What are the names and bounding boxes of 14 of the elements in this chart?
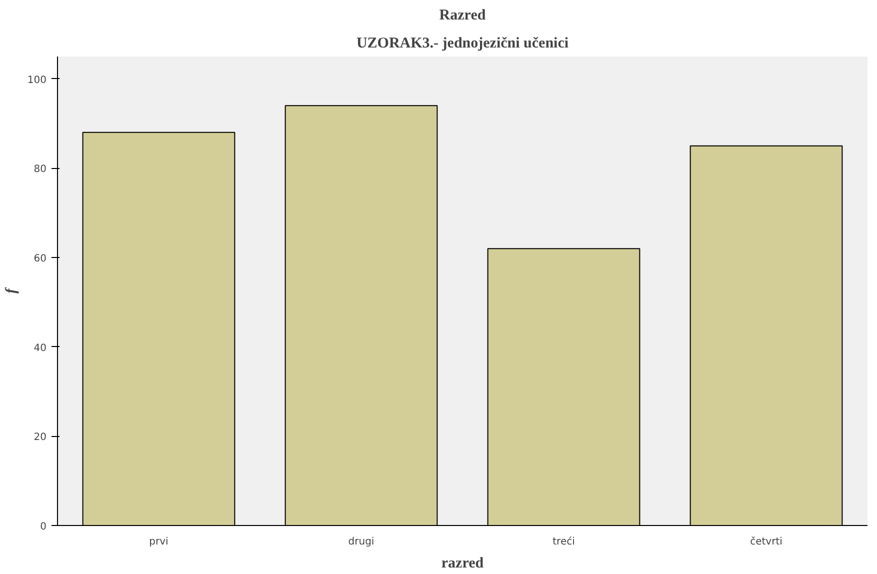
y-tick-label: 0: [40, 522, 47, 532]
chart-title: Razred: [439, 8, 486, 24]
x-tick-label: drugi: [348, 536, 374, 548]
x-tick-label: prvi: [149, 536, 168, 548]
x-tick-label: četvrti: [750, 536, 782, 548]
y-axis-title: f: [3, 286, 20, 294]
y-tick-label: 80: [34, 164, 47, 176]
y-tick-label: 40: [34, 342, 47, 354]
x-axis-title: razred: [441, 556, 484, 572]
y-tick-label: 100: [27, 74, 47, 86]
chart-subtitle: UZORAK3.- jednojezični učenici: [356, 36, 569, 52]
x-tick-label: treći: [552, 536, 575, 548]
y-tick-label: 60: [34, 254, 47, 264]
y-tick-label: 20: [34, 432, 47, 444]
